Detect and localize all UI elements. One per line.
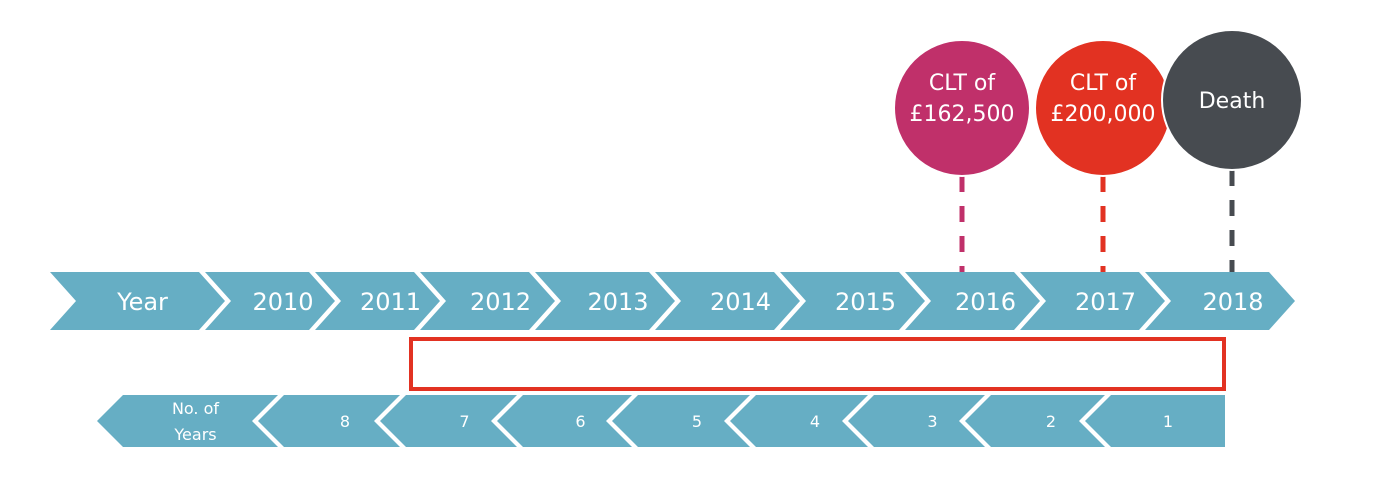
year-label: 2012 [470,288,531,316]
year-chevron [1145,272,1295,330]
year-chevron [780,272,925,330]
year-chevron [1020,272,1165,330]
years-count-chevron [730,395,868,447]
years-count-chevron [258,395,400,447]
years-header-label: Years [173,425,216,444]
year-header-label: Year [116,288,168,316]
years-count-chevron [612,395,750,447]
year-label: 2014 [710,288,771,316]
clt-200000-event-label: CLT of [1070,71,1137,96]
years-count-chevron [1085,395,1225,447]
clt-162500-event-circle [893,39,1031,177]
years-count-label: 5 [692,412,702,431]
years-count-chevron [965,395,1105,447]
years-count-chevron [380,395,517,447]
period-box-label: 7 years preceding death [725,355,908,373]
years-count-label: 4 [810,412,820,431]
years-count-chevron [497,395,632,447]
year-label: 2015 [835,288,896,316]
death-event-label: Death [1199,89,1266,114]
year-label: 2011 [360,288,421,316]
years-count-label: 7 [459,412,469,431]
years-count-label: 1 [1163,412,1173,431]
years-count-label: 6 [575,412,585,431]
clt-162500-event-label: CLT of [929,71,996,96]
years-header-label: No. of [172,399,219,418]
year-label: 2013 [587,288,648,316]
year-chevron [535,272,675,330]
seven-year-period-box [409,337,1226,391]
years-count-label: 8 [340,412,350,431]
year-label: 2016 [955,288,1016,316]
year-chevron [50,272,225,330]
year-chevron [905,272,1040,330]
years-count-label: 2 [1046,412,1056,431]
years-count-chevron [848,395,985,447]
year-label: 2018 [1202,288,1263,316]
year-chevron [315,272,440,330]
year-chevron [205,272,335,330]
year-chevron [655,272,800,330]
clt-200000-event-amount: £200,000 [1051,102,1156,127]
death-event-circle [1161,29,1303,171]
year-label: 2010 [252,288,313,316]
clt-162500-event-amount: £162,500 [910,102,1015,127]
year-label: 2017 [1075,288,1136,316]
years-header-chevron [97,395,278,447]
year-chevron [420,272,555,330]
years-count-label: 3 [927,412,937,431]
